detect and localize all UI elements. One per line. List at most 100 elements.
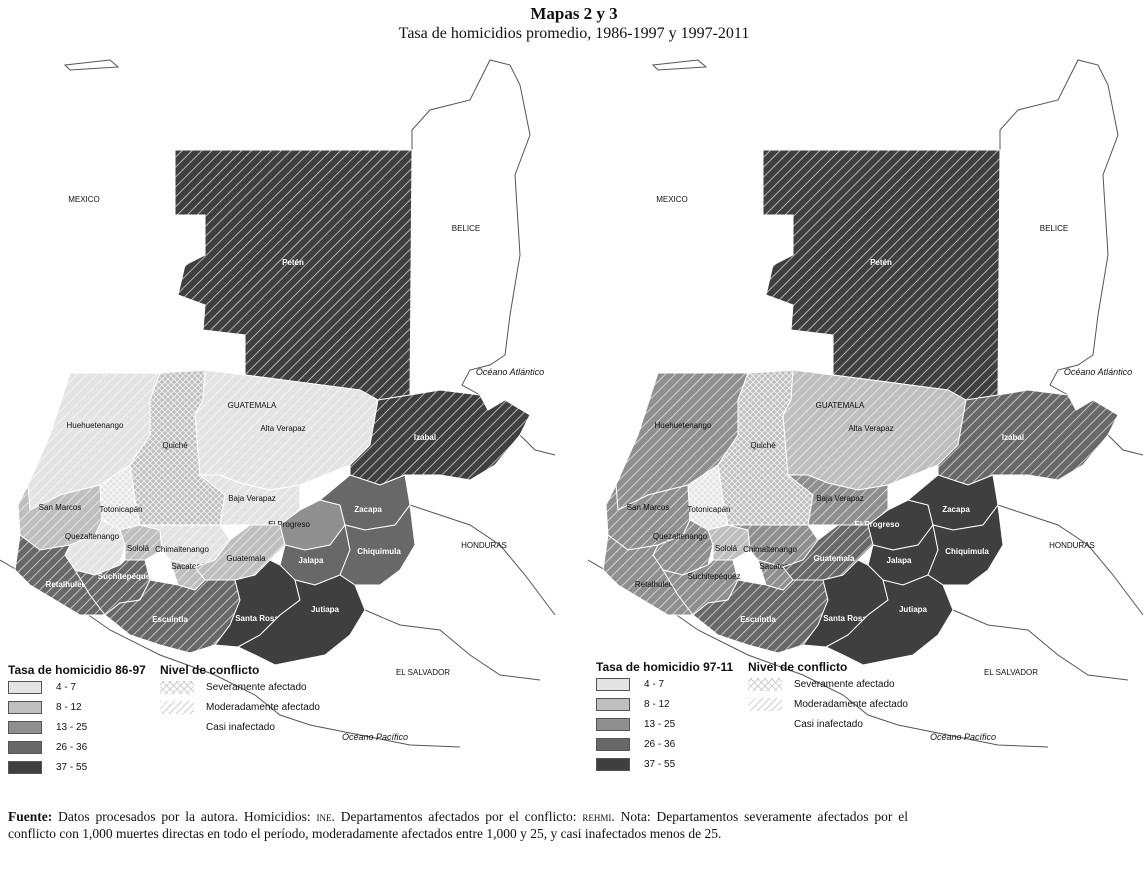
conflict-legend-title: Nivel de conflicto — [748, 660, 848, 674]
department-label-izabal: Izabal — [1002, 433, 1024, 442]
department-label-el-progreso: El Progreso — [268, 520, 310, 529]
department-chimaltenango — [139, 524, 231, 568]
department-label-el-progreso: El Progreso — [855, 520, 900, 529]
department-label-retalhuleu: Retalhuleu — [46, 580, 87, 589]
department-guatemala — [194, 524, 286, 581]
department-label-san-marcos: San Marcos — [627, 503, 670, 512]
legend-map-2: Tasa de homicidio 97-11 4 - 7 8 - 12 13 - … — [596, 660, 733, 774]
department-label-huehuetenango: Huehuetenango — [655, 421, 712, 430]
legend-title: Tasa de homicidio 97-11 — [596, 660, 734, 674]
department-label-jalapa: Jalapa — [887, 556, 912, 565]
legend-class-3: 13 - 25 — [596, 714, 733, 734]
conflict-legend-map-1: Nivel de conflicto Severamente afectado M… — [160, 663, 320, 737]
country-label-belice: BELICE — [1040, 224, 1068, 233]
department-label-guatemala: Guatemala — [814, 554, 855, 563]
department-label-baja-verapaz: Baja Verapaz — [228, 494, 276, 503]
source-ine: ine — [316, 809, 332, 824]
department-huehuetenango — [27, 372, 161, 511]
department-label-chiquimula: Chiquimula — [357, 547, 401, 556]
department-label-escuintla: Escuintla — [152, 615, 188, 624]
department-chiquimula — [927, 503, 1004, 586]
conflict-swatch — [748, 697, 782, 711]
legend-class-label: 8 - 12 — [56, 701, 82, 713]
conflict-swatch — [748, 677, 782, 691]
country-label-el-salvador: EL SALVADOR — [984, 668, 1038, 677]
legend-class-3: 13 - 25 — [8, 717, 146, 737]
figure-subtitle: Tasa de homicidios promedio, 1986-1997 y… — [398, 25, 750, 42]
ocean-label-atlantico: Océano Atlántico — [1064, 367, 1132, 377]
legend-class-label: 37 - 55 — [56, 761, 88, 773]
conflict-level-2: Moderadamente afectado — [160, 697, 320, 717]
department-label-peten: Petén — [282, 258, 304, 267]
conflict-swatch — [160, 700, 194, 714]
legend-class-4: 26 - 36 — [596, 734, 733, 754]
department-label-totonicapan: Totonicapán — [99, 505, 142, 514]
conflict-legend-map-2: Nivel de conflicto Severamente afectado M… — [748, 660, 908, 734]
department-label-jutiapa: Jutiapa — [311, 605, 340, 614]
legend-swatch — [596, 677, 630, 691]
legend-map-1: Tasa de homicidio 86-97 4 - 7 8 - 12 13 - … — [8, 663, 146, 777]
department-label-alta-verapaz: Alta Verapaz — [260, 424, 305, 433]
department-baja-verapaz — [198, 474, 301, 526]
legend-class-label: 13 - 25 — [56, 721, 88, 733]
country-label-guatemala: GUATEMALA — [816, 401, 865, 410]
department-label-suchitepequez: Suchitepéquez — [98, 572, 154, 581]
conflict-legend-title: Nivel de conflicto — [160, 663, 260, 677]
legend-class-5: 37 - 55 — [8, 757, 146, 777]
department-label-izabal: Izabal — [414, 433, 436, 442]
country-label-belice: BELICE — [452, 224, 480, 233]
department-jutiapa — [236, 574, 366, 666]
department-label-zacapa: Zacapa — [354, 505, 382, 514]
department-label-quiche: Quiché — [162, 441, 188, 450]
department-label-jutiapa: Jutiapa — [899, 605, 928, 614]
ocean-label-pacifico: Océano Pacífico — [342, 732, 408, 742]
legend-class-label: 37 - 55 — [644, 758, 676, 770]
legend-class-label: 8 - 12 — [644, 698, 670, 710]
conflict-level-3: Casi inafectado — [160, 717, 320, 737]
source-label: Fuente: — [8, 809, 53, 824]
department-label-peten: Petén — [870, 258, 892, 267]
map-1997-2011: Petén Huehuetenango Quiché Alta Verapaz Izab… — [588, 59, 1144, 748]
conflict-level-label: Moderadamente afectado — [206, 701, 320, 713]
department-label-quiche: Quiché — [750, 441, 776, 450]
legend-title: Tasa de homicidio 86-97 — [8, 663, 146, 677]
legend-swatch — [8, 740, 42, 754]
conflict-level-label: Severamente afectado — [206, 681, 307, 693]
department-label-santa-rosa: Santa Rosa — [235, 614, 279, 623]
source-text-1: Datos procesados por la autora. Homicidi… — [52, 809, 317, 824]
conflict-level-label: Severamente afectado — [794, 678, 895, 690]
department-sacatepequez — [169, 559, 206, 591]
department-baja-verapaz — [786, 474, 889, 526]
legend-swatch — [8, 720, 42, 734]
legend-swatch — [596, 737, 630, 751]
department-label-solola: Sololá — [127, 544, 150, 553]
legend-class-label: 26 - 36 — [644, 738, 676, 750]
source-rehmi: rehmi — [582, 809, 612, 824]
department-solola — [707, 524, 751, 561]
legend-class-label: 4 - 7 — [644, 678, 665, 690]
department-label-alta-verapaz: Alta Verapaz — [848, 424, 893, 433]
department-label-solola: Sololá — [715, 544, 738, 553]
legend-class-4: 26 - 36 — [8, 737, 146, 757]
legend-class-label: 13 - 25 — [644, 718, 676, 730]
department-sacatepequez — [757, 559, 794, 591]
legend-swatch — [596, 697, 630, 711]
department-label-san-marcos: San Marcos — [39, 503, 82, 512]
department-label-santa-rosa: Santa Rosa — [823, 614, 867, 623]
legend-class-2: 8 - 12 — [596, 694, 733, 714]
figure-title: Mapas 2 y 3 — [530, 4, 618, 23]
department-label-baja-verapaz: Baja Verapaz — [816, 494, 864, 503]
department-chiquimula — [339, 503, 416, 586]
map-1986-1997: Petén Huehuetenango Quiché Alta Verapaz Izab… — [0, 59, 556, 748]
department-quezaltenango — [652, 519, 714, 576]
department-izabal — [937, 389, 1119, 486]
department-escuintla — [692, 579, 829, 654]
country-label-guatemala: GUATEMALA — [228, 401, 277, 410]
country-label-el-salvador: EL SALVADOR — [396, 668, 450, 677]
ocean-label-atlantico: Océano Atlántico — [476, 367, 544, 377]
conflict-level-label: Casi inafectado — [794, 718, 863, 730]
conflict-level-1: Severamente afectado — [748, 674, 908, 694]
source-text-2: . Departamentos afectados por el conflic… — [331, 809, 583, 824]
department-label-quezaltenango: Quezaltenango — [65, 532, 120, 541]
legend-class-1: 4 - 7 — [596, 674, 733, 694]
